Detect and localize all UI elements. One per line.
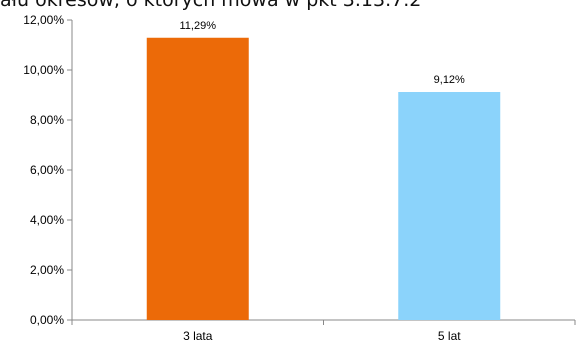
bar-value-label: 11,29% [180,20,217,32]
x-category-label: 3 lata [183,329,213,343]
y-tick-label: 10,00% [23,63,64,77]
x-category-label: 5 lat [438,329,461,343]
bars [146,37,501,320]
x-axis: 3 lata 5 lat [67,319,576,343]
y-tick-label: 4,00% [30,213,64,227]
y-tick-label: 0,00% [30,313,64,327]
y-tick-label: 2,00% [30,263,64,277]
y-axis: 0,00% 2,00% 4,00% 6,00% 8,00% 10,00% 12,00% [23,13,73,327]
bar-value-label: 9,12% [434,74,465,86]
bar-5-lat [398,92,501,320]
bar-3-lata [146,37,249,320]
y-tick-label: 12,00% [23,13,64,27]
cropped-caption-text: ału okresów, o których mowa w pkt 3.13.7… [0,0,422,11]
y-tick-label: 6,00% [30,163,64,177]
data-labels: 11,29% 9,12% [180,20,466,86]
y-tick-label: 8,00% [30,113,64,127]
